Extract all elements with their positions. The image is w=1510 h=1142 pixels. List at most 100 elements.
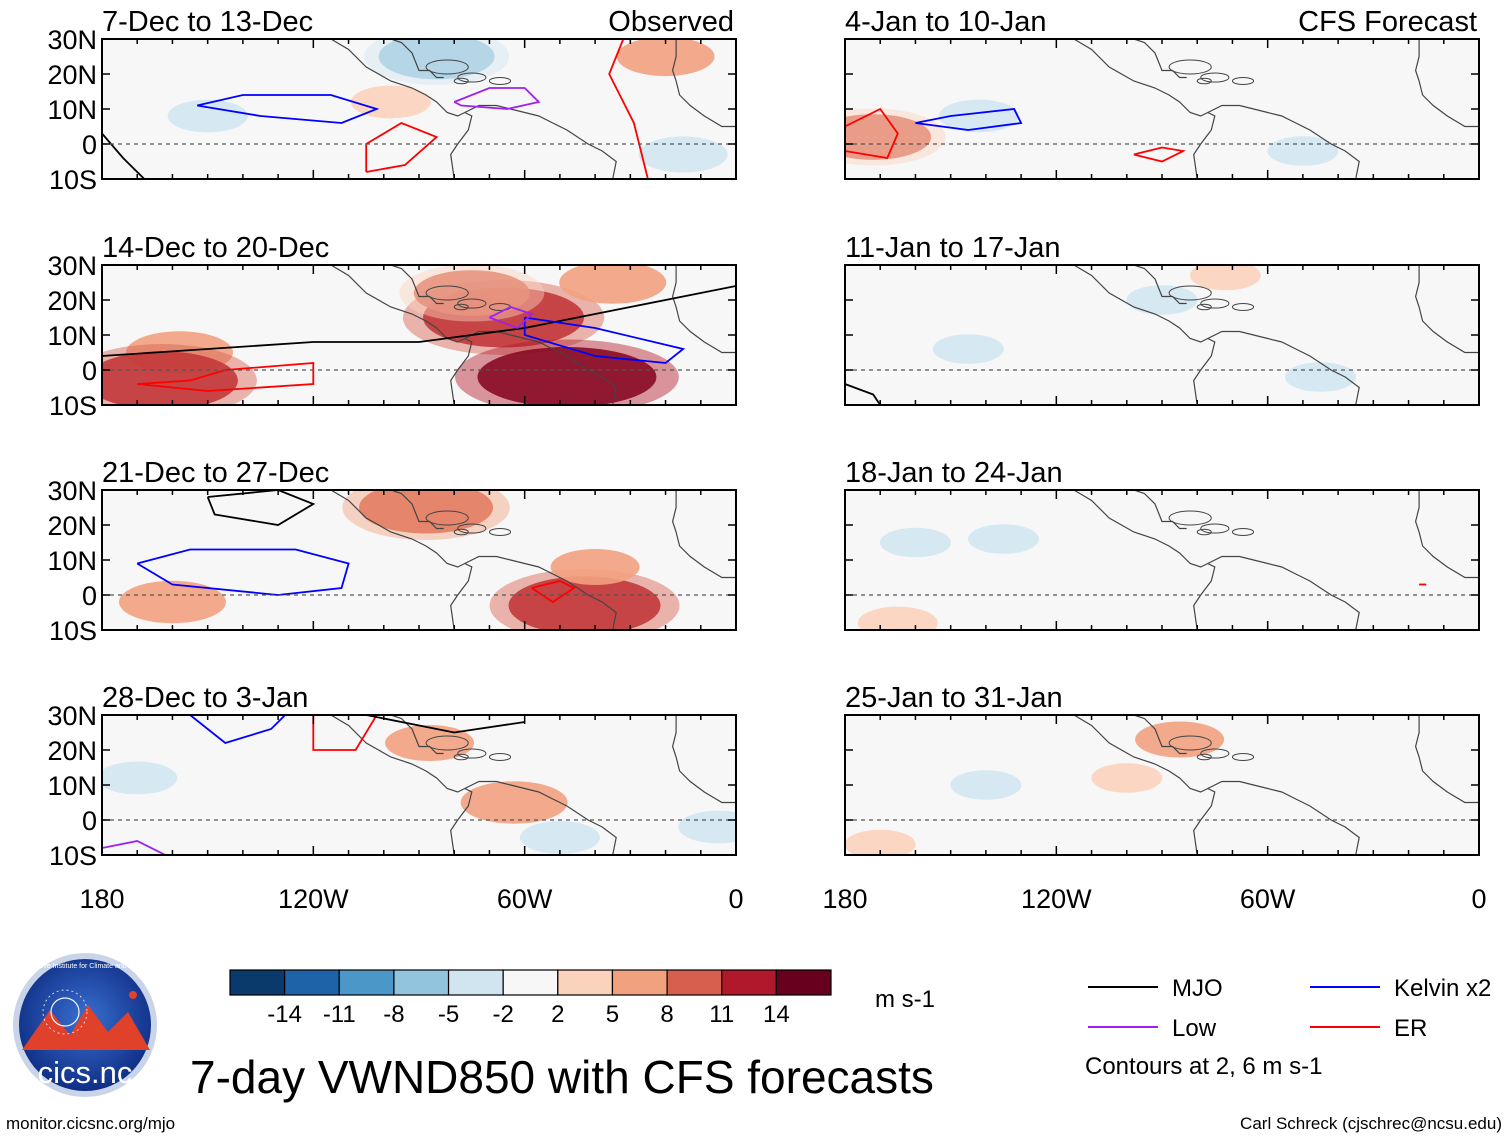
panel-period-label: 21-Dec to 27-Dec <box>102 457 329 489</box>
legend-label: ER <box>1394 1015 1427 1042</box>
colorbar-tick-label: -11 <box>323 1001 356 1028</box>
panel-period-label: 18-Jan to 24-Jan <box>845 457 1063 489</box>
anomaly-fill <box>559 265 667 304</box>
coastline <box>1133 39 1187 79</box>
map-panel: 30N 20N 10N 0 10S 7-Dec to 13-Dec Observed <box>47 6 737 195</box>
coastline <box>1414 715 1479 804</box>
coastline <box>330 39 473 179</box>
y-tick-label: 20N <box>47 511 97 541</box>
anomaly-fill <box>118 580 226 624</box>
colorbar-swatch <box>393 969 450 996</box>
anomaly-fill <box>1267 136 1339 166</box>
anomaly-fill <box>678 810 736 844</box>
island-outline <box>1200 523 1230 534</box>
island-outline <box>425 735 469 751</box>
island-outline <box>1200 748 1230 759</box>
y-tick-label: 30N <box>47 476 97 506</box>
colorbar-swatch <box>284 969 340 996</box>
anomaly-fill <box>385 725 475 761</box>
map-panel: 30N 20N 10N 0 10S 21-Dec to 27-Dec <box>47 457 737 646</box>
source-url[interactable]: monitor.cicsnc.org/mjo <box>6 1114 176 1133</box>
island-outline <box>453 528 469 536</box>
contour-kelvin <box>136 548 350 596</box>
island-outline <box>1196 753 1212 761</box>
panel-period-label: 25-Jan to 31-Jan <box>845 682 1063 714</box>
logo-text: cics.nc <box>38 1055 133 1090</box>
island-outline <box>1196 77 1212 85</box>
anomaly-fill <box>413 270 530 316</box>
island-outline <box>488 528 512 536</box>
island-outline <box>425 59 469 75</box>
colorbar-swatch <box>229 969 286 996</box>
column-header: CFS Forecast <box>1298 6 1477 38</box>
colorbar-unit: m s-1 <box>875 986 935 1013</box>
contour-er <box>365 121 439 173</box>
legend-label: MJO <box>1172 975 1223 1002</box>
coastline <box>464 780 617 855</box>
coastline <box>671 265 736 354</box>
coastline <box>1207 330 1360 405</box>
contour-er <box>312 715 378 751</box>
anomaly-fill <box>460 781 568 824</box>
y-tick-label: 30N <box>47 701 97 731</box>
contour-er <box>845 107 899 160</box>
island-outline <box>1168 285 1212 301</box>
contour-low <box>102 840 166 855</box>
anomaly-fill <box>845 829 916 855</box>
coastline <box>671 490 736 579</box>
anomaly-fill-halo <box>455 339 679 405</box>
contour-er <box>137 362 315 392</box>
colorbar: -14 -11 -8 -5 -2 2 5 8 11 14 m s-1 <box>229 969 935 1028</box>
coastline <box>464 104 617 179</box>
contour-mjo <box>206 490 316 526</box>
author-credit: Carl Schreck (cjschrec@ncsu.edu) <box>1240 1114 1502 1133</box>
contour-mjo <box>102 285 736 357</box>
coastline <box>1414 39 1479 128</box>
y-tick-label: 0 <box>82 130 97 160</box>
colorbar-swatch <box>338 969 395 996</box>
map-panel: 25-Jan to 31-Jan 180 120W 60W 0 <box>822 682 1486 914</box>
x-tick-label: 60W <box>1240 884 1296 914</box>
y-tick-label: 10N <box>47 95 97 125</box>
coastline <box>330 490 473 630</box>
contour-er <box>608 39 649 179</box>
coastline <box>1414 490 1479 579</box>
contour-low <box>489 306 534 330</box>
coastline <box>390 39 444 79</box>
y-tick-label: 20N <box>47 286 97 316</box>
contour-mjo <box>366 715 525 734</box>
island-outline <box>425 510 469 526</box>
colorbar-tick-label: 5 <box>606 1001 619 1028</box>
logo-ring-text: Cooperative Institute for Climate and Sa… <box>13 963 157 970</box>
contour-kelvin <box>523 316 686 364</box>
island-outline <box>1196 528 1212 536</box>
y-tick-label: 10S <box>49 616 97 646</box>
anomaly-fill <box>550 549 640 585</box>
colorbar-swatch <box>447 969 504 996</box>
x-tick-label: 180 <box>822 884 867 914</box>
panel-period-label: 14-Dec to 20-Dec <box>102 232 329 264</box>
colorbar-tick-label: -14 <box>267 1001 302 1028</box>
contour-mjo <box>102 132 145 179</box>
y-tick-label: 30N <box>47 25 97 55</box>
island-outline <box>453 303 469 311</box>
anomaly-fill-halo <box>489 569 680 630</box>
island-outline <box>425 285 469 301</box>
anomaly-fill <box>857 606 938 630</box>
coastline <box>390 715 444 755</box>
coastline <box>671 715 736 804</box>
coastline <box>1207 104 1360 179</box>
anomaly-fill <box>350 85 431 119</box>
column-header: Observed <box>608 6 734 38</box>
map-panel: 18-Jan to 24-Jan <box>844 457 1480 631</box>
panel-period-label: 4-Jan to 10-Jan <box>845 6 1047 38</box>
island-outline <box>453 753 469 761</box>
island-outline <box>1200 298 1230 309</box>
anomaly-fill <box>508 576 661 630</box>
coastline <box>1414 265 1479 354</box>
island-outline <box>457 523 487 534</box>
coastline <box>1133 490 1187 530</box>
coastline <box>1133 715 1187 755</box>
panel-period-label: 7-Dec to 13-Dec <box>102 6 313 38</box>
